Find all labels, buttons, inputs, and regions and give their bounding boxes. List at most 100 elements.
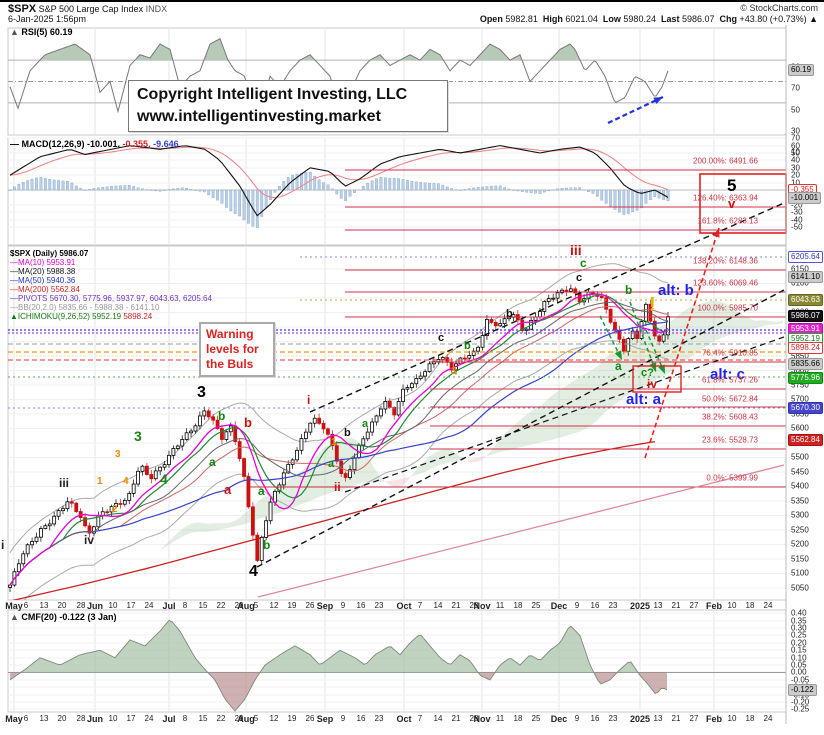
main-legend-row: —MA(200) 5562.84 <box>10 285 80 294</box>
x-axis-day: 8 <box>182 714 188 723</box>
axis-tick: -0.20 <box>791 697 810 707</box>
x-axis-day: 12 <box>269 601 279 610</box>
x-axis-day: 21 <box>451 714 461 723</box>
quote-label: Open <box>479 14 503 24</box>
x-axis-day: 28 <box>469 601 479 610</box>
axis-tick: 5300 <box>791 510 809 520</box>
x-axis-month: Nov <box>473 601 491 611</box>
panel-label-part: ▲ICHIMOKU(9,26,52) <box>10 312 93 321</box>
wave-label: iii <box>570 242 582 258</box>
x-axis-month: Aug <box>237 714 255 724</box>
symbol: $SPX <box>8 3 37 15</box>
wave-label: 3 <box>134 428 142 444</box>
wave-label: b <box>244 415 252 430</box>
x-axis-day: 13 <box>653 601 663 610</box>
wave-label: a <box>209 455 216 469</box>
axis-tick: -40 <box>791 215 803 225</box>
x-axis-day: 13 <box>39 601 49 610</box>
x-axis-month: Oct <box>396 714 412 724</box>
axis-tick: 6100 <box>791 278 809 288</box>
x-axis-day: 19 <box>287 601 297 610</box>
x-axis-month: Jun <box>86 714 104 724</box>
x-axis-day: 15 <box>198 714 208 723</box>
x-axis-month: Jul <box>162 714 176 724</box>
panel-label-part: $SPX (Daily) 5986.07 <box>10 249 89 258</box>
price-pill: 5986.07 <box>788 310 823 322</box>
x-axis-day: 9 <box>574 601 580 610</box>
panel-label: — MACD(12,26,9) -10.001, -0.355, -9.646 <box>10 139 179 149</box>
wave-label: b <box>625 283 633 297</box>
panel-label-part: CMF(20) -0.122 (3 Jan) <box>21 612 117 622</box>
wave-label: 4 <box>123 476 129 487</box>
axis-tick: 30 <box>791 163 800 173</box>
axis-tick: 5500 <box>791 452 809 462</box>
axis-tick: 0.10 <box>791 653 807 663</box>
main-legend-row: —PIVOTS 5670.30, 5775.96, 5937.97, 6043.… <box>10 294 212 303</box>
quote-value: 5986.07 <box>679 14 715 24</box>
x-axis-day: 10 <box>108 714 118 723</box>
x-axis-day: 18 <box>513 601 523 610</box>
panel-label: ▲ CMF(20) -0.122 (3 Jan) <box>10 612 116 622</box>
axis-tick: 40 <box>791 155 800 165</box>
main-legend-row: —BB(20,2.0) 5835.66 - 5988.38 - 6141.10 <box>10 303 159 312</box>
x-axis-bottom: May Jun Jul Aug Sep Oct Nov Dec 2025 Feb 6 13 20 28 10… <box>0 713 824 725</box>
x-axis-day: 26 <box>305 714 315 723</box>
x-axis-month: Feb <box>705 714 723 724</box>
x-axis-day: 16 <box>356 714 366 723</box>
copyright-line1: Copyright Intelligent Investing, LLC <box>137 86 408 103</box>
axis-tick: 10 <box>791 178 800 188</box>
x-axis-month: 2025 <box>629 714 651 724</box>
x-axis-day: 7 <box>417 714 423 723</box>
axis-tick: 20 <box>791 170 800 180</box>
x-axis-day: 24 <box>144 601 154 610</box>
x-axis-day: 25 <box>531 601 541 610</box>
axis-tick: 5800 <box>791 365 809 375</box>
price-pill: 6043.63 <box>788 294 823 306</box>
x-axis-day: 17 <box>126 714 136 723</box>
panel-label-part: — MACD(12,26,9) -10.001, <box>10 139 121 149</box>
x-axis-day: 10 <box>727 714 737 723</box>
wave-label: c <box>580 256 587 270</box>
main-legend-row: —MA(50) 5940.36 <box>10 276 75 285</box>
x-axis-day: 14 <box>433 601 443 610</box>
x-axis-month: May <box>5 714 23 724</box>
wave-label: alt: a <box>626 391 662 408</box>
wave-label: i <box>307 393 311 407</box>
wave-label: iv <box>647 377 658 391</box>
axis-tick: 0.15 <box>791 645 807 655</box>
x-axis-day: 28 <box>469 714 479 723</box>
wave-label: a <box>328 458 335 470</box>
warning-line3: the Buls <box>206 357 254 371</box>
x-axis-day: 11 <box>495 714 505 723</box>
axis-tick: 0.00 <box>791 667 807 677</box>
axis-tick: 5200 <box>791 539 809 549</box>
chart-datetime: 6-Jan-2025 1:56pm <box>8 14 87 24</box>
price-pill: 5670.30 <box>788 402 823 414</box>
quote-label: Low <box>602 14 621 24</box>
fib-level-label: 23.6%: 5528.73 <box>701 435 758 445</box>
panel-label-part: -0.355, <box>120 139 151 149</box>
axis-tick: 5750 <box>791 380 809 390</box>
x-axis-day: 15 <box>198 601 208 610</box>
chart-header: $SPX S&P 500 Large Cap Index INDX © Stoc… <box>0 3 824 25</box>
x-axis-day: 22 <box>216 601 226 610</box>
price-pill: 6141.10 <box>788 271 823 283</box>
x-axis-month: Jun <box>86 601 104 611</box>
x-axis-day: 20 <box>57 714 67 723</box>
x-axis-day: 23 <box>374 714 384 723</box>
wave-label: 5 <box>727 176 737 195</box>
x-axis-day: 21 <box>671 714 681 723</box>
wave-label: 3 <box>451 366 457 377</box>
x-axis-day: 7 <box>417 601 423 610</box>
wave-label: 1 <box>331 437 337 448</box>
copyright-line2: www.intelligentinvesting.market <box>137 108 381 125</box>
axis-tick: 0.20 <box>791 638 807 648</box>
wave-label: b <box>263 538 271 552</box>
axis-tick: 70 <box>791 133 800 143</box>
axis-tick: 5600 <box>791 423 809 433</box>
x-axis-day: 6 <box>23 601 29 610</box>
axis-tick: -30 <box>791 207 803 217</box>
axis-tick: 0.35 <box>791 616 807 626</box>
x-axis-month: Jul <box>162 601 176 611</box>
